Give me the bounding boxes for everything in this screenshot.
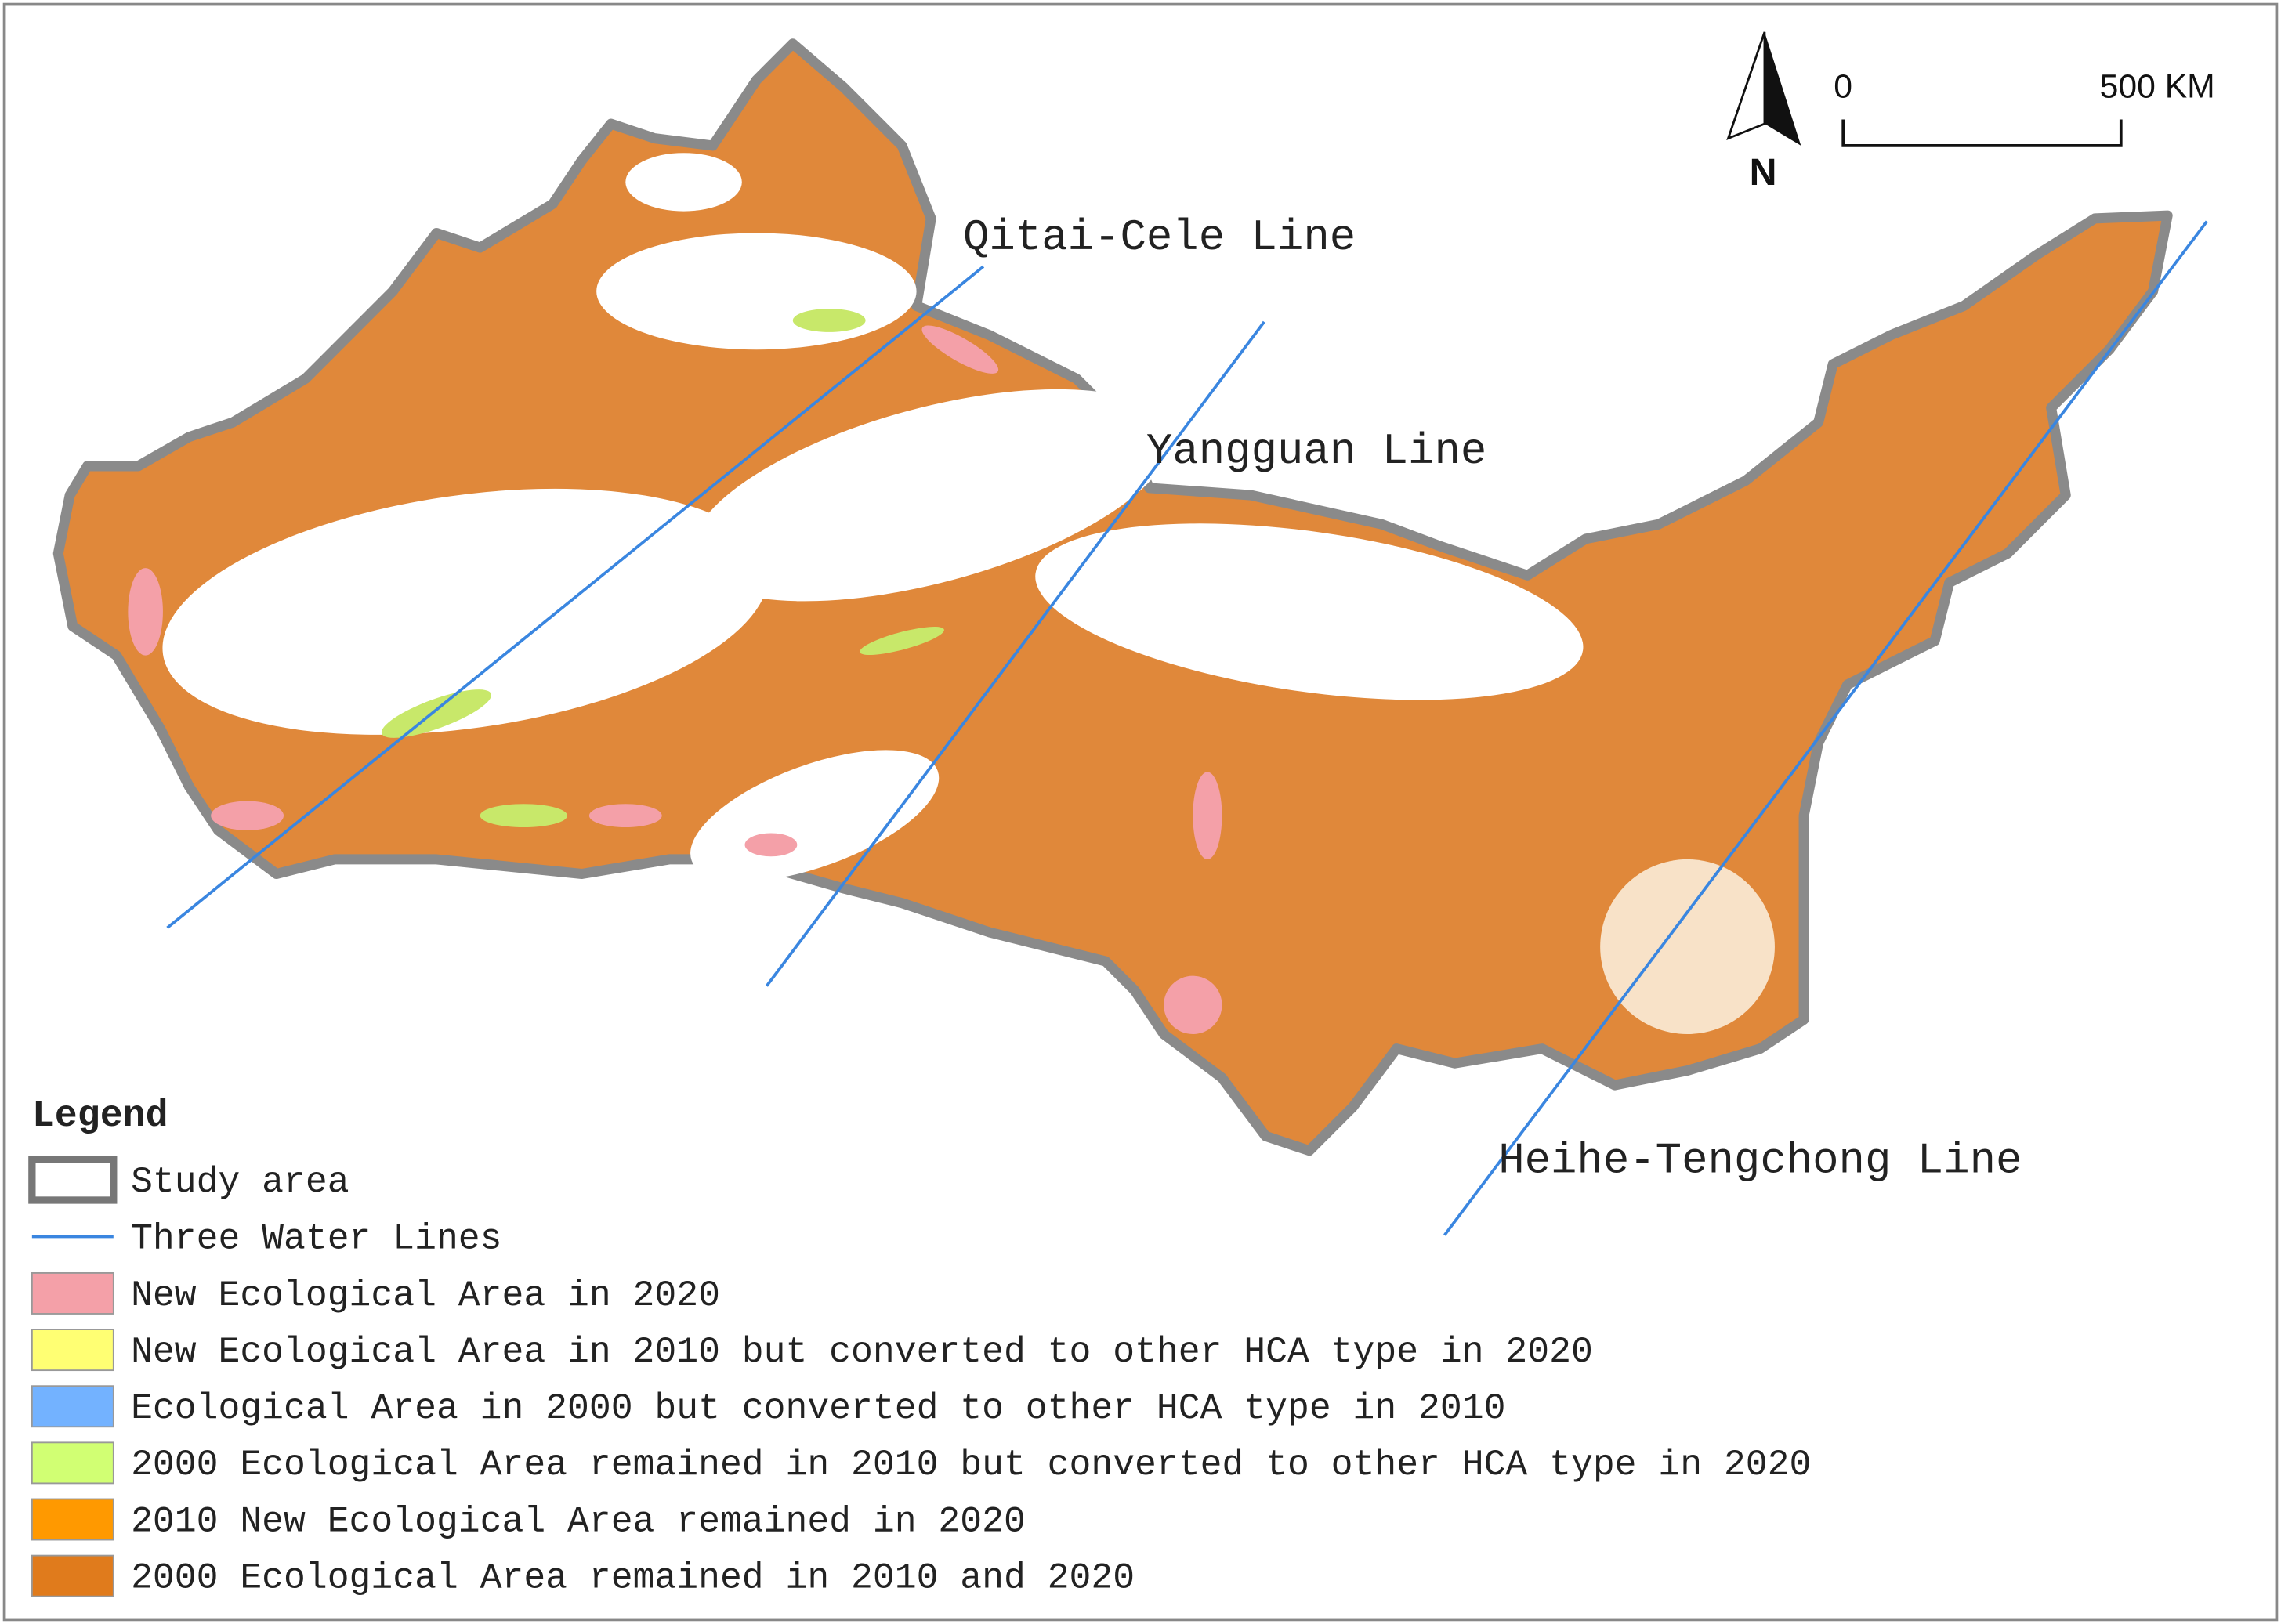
legend-label: 2000 Ecological Area remained in 2010 bu… — [131, 1444, 1811, 1485]
legend-swatch — [31, 1441, 114, 1485]
legend-title: Legend — [32, 1094, 168, 1138]
legend-label: New Ecological Area in 2020 — [131, 1275, 720, 1316]
study-area — [52, 38, 2173, 1156]
line-label: Heihe-Tengchong Line — [1498, 1137, 2022, 1186]
legend-label: Ecological Area in 2000 but converted to… — [131, 1387, 1505, 1429]
legend-swatch — [31, 1498, 114, 1541]
water-lines — [166, 220, 2208, 1236]
legend: Legend Study area Three Water Lines New … — [28, 1094, 1811, 1599]
north-arrow: N — [1726, 31, 1801, 194]
legend-swatch — [31, 1554, 114, 1597]
legend-swatch — [31, 1385, 114, 1428]
line-label: Yangguan Line — [1146, 427, 1486, 476]
scale-bar: 0 500 KM — [1834, 68, 2215, 147]
legend-label: Study area — [131, 1161, 349, 1203]
legend-swatch — [28, 1156, 118, 1204]
legend-label: Three Water Lines — [131, 1217, 501, 1259]
line-label: Qitai-Cele Line — [963, 213, 1356, 262]
legend-swatch — [31, 1329, 114, 1372]
scale-end: 500 KM — [2100, 68, 2215, 106]
north-label: N — [1750, 151, 1777, 194]
legend-label: New Ecological Area in 2010 but converte… — [131, 1331, 1593, 1373]
legend-label: 2010 New Ecological Area remained in 202… — [131, 1500, 1026, 1542]
scale-start: 0 — [1834, 68, 1852, 106]
legend-swatch — [31, 1272, 114, 1315]
legend-label: 2000 Ecological Area remained in 2010 an… — [131, 1557, 1135, 1598]
